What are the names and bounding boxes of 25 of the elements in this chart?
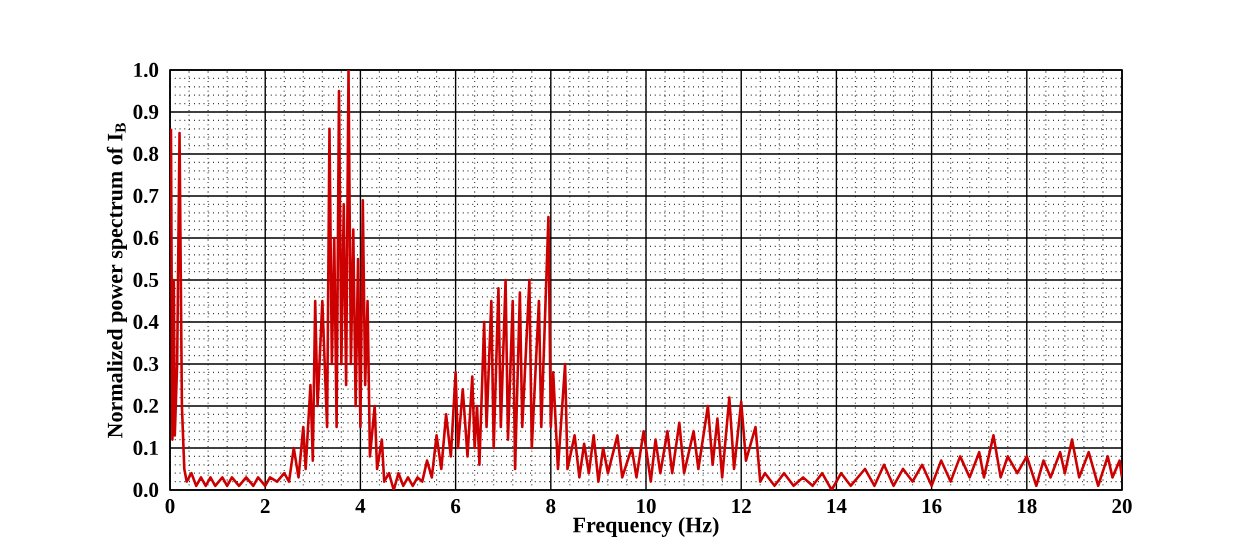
y-tick-label: 0.5 xyxy=(133,272,159,288)
y-tick-label: 0.1 xyxy=(133,440,158,456)
y-tick-label: 0.9 xyxy=(133,104,159,120)
x-tick-label: 0 xyxy=(165,499,175,514)
y-tick-label: 0.8 xyxy=(133,146,159,162)
x-tick-label: 10 xyxy=(637,499,656,514)
x-tick-label: 4 xyxy=(355,499,366,513)
line-series xyxy=(170,69,1123,490)
x-tick-label: 16 xyxy=(922,499,942,514)
x-tick-label: 6 xyxy=(451,499,461,514)
x-tick-label: 14 xyxy=(827,499,847,513)
y-tick-label: 0.2 xyxy=(133,398,159,414)
x-tick-label: 12 xyxy=(732,499,751,513)
y-tick-label: 1.0 xyxy=(134,62,159,78)
y-tick-label: 0.7 xyxy=(133,188,159,204)
y-tick-label: 0.0 xyxy=(133,482,159,498)
y-tick-label: 0.6 xyxy=(133,230,159,246)
x-tick-label: 20 xyxy=(1112,499,1132,514)
y-tick-label: 0.3 xyxy=(133,356,159,372)
x-axis-title: Frequency (Hz) xyxy=(572,516,719,537)
y-tick-label: 0.4 xyxy=(133,314,159,330)
y-axis-title: Normalized power spectrum of I$_{B}$ xyxy=(106,123,127,438)
x-tick-label: 8 xyxy=(546,499,556,514)
x-tick-label: 18 xyxy=(1018,499,1037,514)
x-tick-label: 2 xyxy=(260,499,270,513)
